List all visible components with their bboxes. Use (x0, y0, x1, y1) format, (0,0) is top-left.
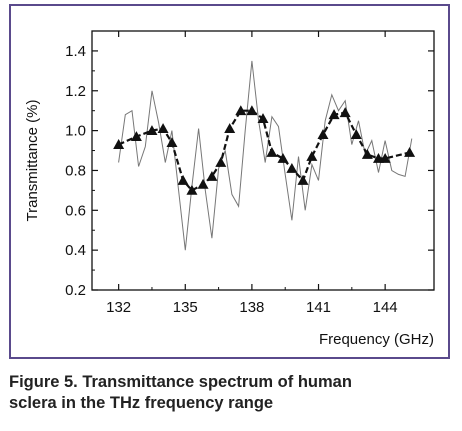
y-tick-label: 0.4 (65, 242, 86, 259)
series-thin-line (118, 60, 413, 251)
triangle-marker (404, 147, 416, 157)
triangle-marker (206, 170, 218, 181)
triangle-marker (257, 113, 269, 124)
triangle-marker (328, 109, 340, 120)
triangle-marker (350, 129, 362, 139)
x-tick-label: 144 (373, 299, 398, 316)
figure-caption: Figure 5. Transmittance spectrum of huma… (9, 372, 453, 414)
triangle-markers (113, 105, 416, 195)
x-axis-title: Frequency (GHz) (319, 331, 434, 348)
triangle-marker (177, 174, 189, 185)
triangle-marker (379, 153, 391, 163)
triangle-marker (146, 125, 158, 136)
plot-area (91, 30, 435, 291)
y-tick-label: 0.8 (65, 162, 86, 179)
triangle-marker (246, 105, 258, 116)
transmittance-chart: 132 135 138 141 144 0.2 0.4 0.6 0.8 1.0 1.2 1.4 Tr… (24, 30, 435, 348)
triangle-marker (297, 174, 309, 185)
triangle-marker (317, 129, 329, 139)
x-tick-label: 138 (239, 299, 264, 316)
triangle-marker (113, 139, 125, 149)
x-tick-label: 135 (173, 299, 198, 316)
triangle-marker (130, 131, 142, 141)
x-tick-label: 141 (306, 299, 331, 316)
triangle-marker (197, 178, 209, 189)
triangle-marker (266, 147, 278, 157)
triangle-marker (157, 123, 169, 134)
y-tick-label: 1.0 (65, 123, 86, 140)
y-tick-label: 1.2 (65, 83, 86, 100)
y-axis: 0.2 0.4 0.6 0.8 1.0 1.2 1.4 (65, 30, 434, 299)
triangle-marker (166, 137, 178, 147)
triangle-marker (339, 107, 351, 118)
caption-line-1: Figure 5. Transmittance spectrum of huma… (9, 373, 352, 391)
y-tick-label: 0.2 (65, 282, 86, 299)
triangle-marker (186, 184, 198, 195)
y-tick-label: 0.6 (65, 202, 86, 219)
triangle-marker (224, 123, 236, 134)
triangle-marker (235, 105, 247, 116)
triangle-marker (286, 162, 298, 173)
y-axis-title: Transmittance (%) (24, 100, 41, 222)
triangle-marker (277, 153, 289, 163)
caption-line-2: sclera in the THz frequency range (9, 394, 274, 412)
figure-frame: 132 135 138 141 144 0.2 0.4 0.6 0.8 1.0 1.2 1.4 Tr… (9, 4, 450, 359)
triangle-marker (306, 151, 318, 161)
triangle-marker (215, 156, 227, 167)
y-tick-label: 1.4 (65, 43, 86, 60)
x-tick-label: 132 (106, 299, 131, 316)
triangle-marker (361, 149, 373, 159)
x-axis: 132 135 138 141 144 (106, 31, 398, 316)
